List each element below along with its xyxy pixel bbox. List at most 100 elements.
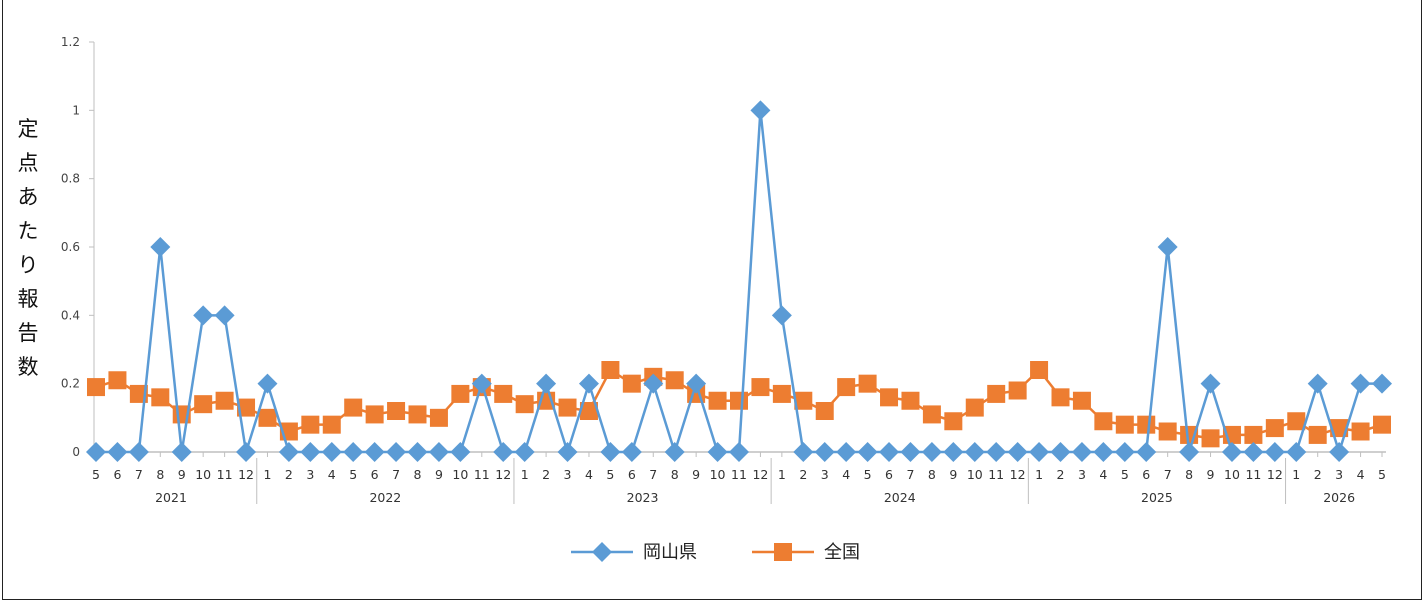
data-point-0 [1179,442,1200,462]
data-point-1 [1373,415,1391,434]
data-point-1 [322,415,341,434]
x-month-label: 7 [649,467,657,482]
x-month-label: 2 [285,467,293,482]
data-point-1 [880,388,899,407]
data-point-0 [493,442,514,462]
line-chart: 00.20.40.60.811.25 6 7 8 9 10 11 12 1 2 3 4 5 6 7 8 9 10 1… [61,35,1392,563]
data-point-1 [1115,415,1134,434]
data-point-1 [1201,429,1220,448]
data-point-0 [278,442,299,462]
y-tick-label: 1.2 [61,35,80,49]
data-point-0 [1029,442,1050,462]
legend-marker-0 [592,542,612,562]
data-point-0 [879,442,900,462]
data-point-1 [858,374,877,393]
data-point-1 [215,391,234,410]
x-month-label: 10 [710,467,726,482]
data-point-0 [193,305,214,326]
data-point-0 [664,442,685,462]
data-point-0 [1050,442,1071,462]
x-month-label: 7 [392,467,400,482]
x-month-label: 10 [195,467,211,482]
data-point-0 [1157,237,1178,257]
data-point-1 [1137,415,1156,434]
data-point-1 [258,408,277,427]
data-point-1 [1072,391,1091,410]
x-month-label: 12 [238,467,254,482]
x-month-label: 4 [585,467,593,482]
x-year-label: 2025 [1141,490,1173,505]
data-point-0 [1329,442,1350,462]
data-point-1 [837,378,856,397]
y-axis-title-char: 定 [17,117,39,141]
data-point-1 [1051,388,1070,407]
data-point-0 [900,442,921,462]
x-month-label: 3 [564,467,572,482]
data-point-0 [771,305,792,326]
x-month-label: 4 [1099,467,1107,482]
data-point-0 [1372,373,1392,394]
data-point-0 [943,442,964,462]
y-axis-title-char: あ [17,185,39,209]
x-month-label: 9 [435,467,443,482]
data-point-0 [343,442,364,462]
data-point-0 [557,442,578,462]
data-point-1 [344,398,363,417]
data-point-1 [901,391,920,410]
data-point-0 [428,442,449,462]
data-point-1 [794,391,813,410]
x-month-label: 1 [778,467,786,482]
y-tick-label: 0.2 [61,377,80,391]
x-month-label: 6 [371,467,379,482]
data-point-0 [171,442,192,462]
data-point-0 [600,442,621,462]
data-point-0 [1221,442,1242,462]
x-month-label: 12 [495,467,511,482]
data-point-0 [1350,373,1371,394]
data-point-1 [1308,425,1327,444]
y-tick-label: 0 [72,445,80,459]
data-point-1 [1244,425,1263,444]
data-point-0 [86,442,106,462]
x-month-label: 6 [885,467,893,482]
data-point-1 [108,371,127,390]
x-month-label: 5 [349,467,357,482]
x-month-label: 2 [1314,467,1322,482]
data-point-0 [1243,442,1264,462]
data-point-1 [1330,419,1349,438]
x-month-label: 1 [1035,467,1043,482]
x-month-label: 7 [906,467,914,482]
y-tick-label: 0.8 [61,172,80,186]
x-month-label: 3 [306,467,314,482]
data-point-1 [1030,361,1049,379]
x-month-label: 12 [1267,467,1283,482]
data-point-1 [922,405,941,424]
data-point-0 [257,373,278,394]
data-point-1 [558,398,577,417]
x-month-label: 11 [731,467,747,482]
x-month-label: 9 [178,467,186,482]
x-month-label: 8 [414,467,422,482]
data-point-0 [128,442,149,462]
y-axis-title-char: た [17,219,39,243]
data-point-1 [301,415,320,434]
x-month-label: 5 [1378,467,1386,482]
data-point-0 [1307,373,1328,394]
x-year-label: 2024 [884,490,916,505]
y-tick-label: 0.6 [61,240,80,254]
data-point-1 [601,361,620,379]
x-month-label: 8 [156,467,164,482]
data-point-1 [515,395,534,414]
data-point-0 [236,442,257,462]
data-point-0 [1264,442,1285,462]
x-month-label: 2 [1057,467,1065,482]
x-month-label: 10 [452,467,468,482]
data-point-1 [1287,412,1306,431]
data-point-0 [621,442,642,462]
x-year-label: 2021 [155,490,187,505]
x-month-label: 1 [1292,467,1300,482]
data-point-0 [793,442,814,462]
x-month-label: 4 [1357,467,1365,482]
data-point-1 [237,398,256,417]
x-month-label: 1 [521,467,529,482]
